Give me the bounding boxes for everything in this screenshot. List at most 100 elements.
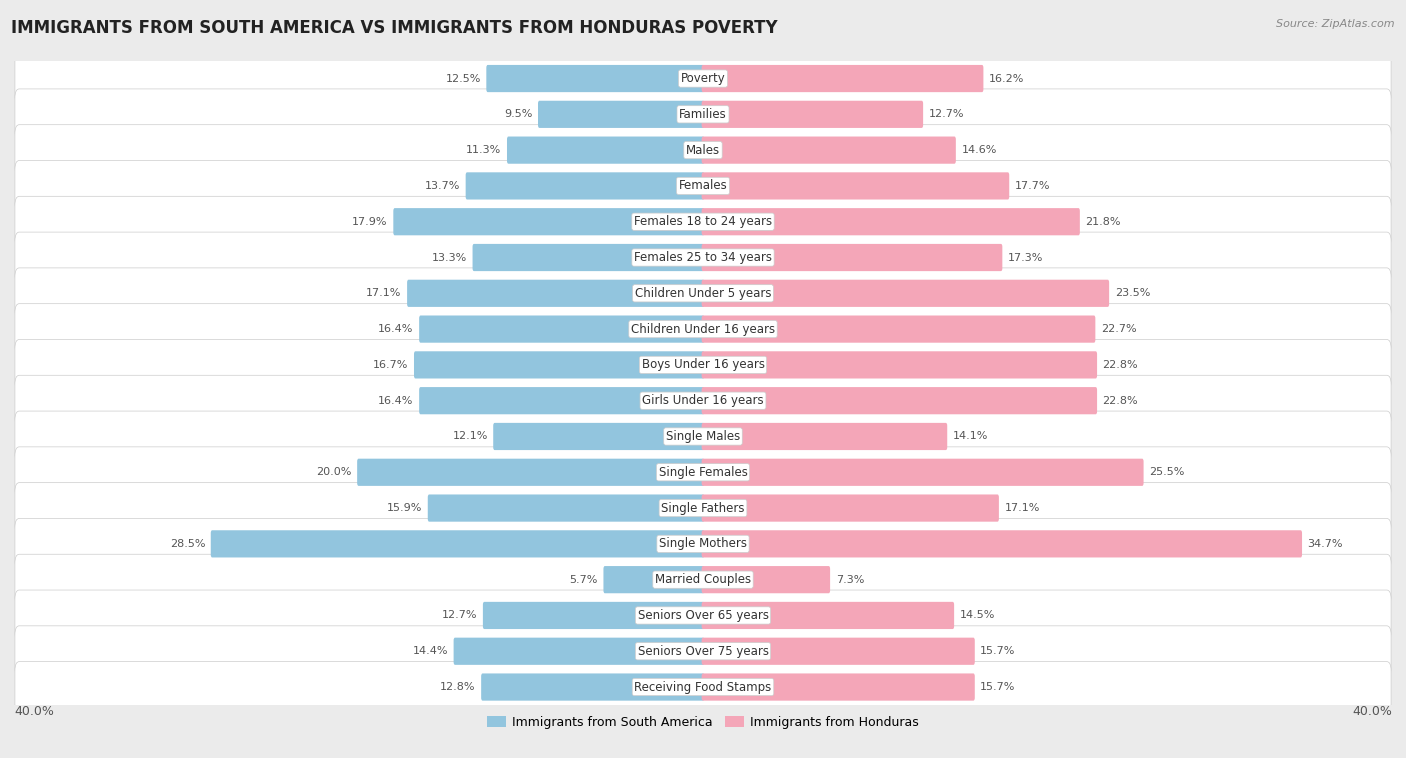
- Text: Poverty: Poverty: [681, 72, 725, 85]
- Text: Single Mothers: Single Mothers: [659, 537, 747, 550]
- FancyBboxPatch shape: [603, 566, 704, 594]
- FancyBboxPatch shape: [15, 662, 1391, 713]
- Text: Families: Families: [679, 108, 727, 121]
- FancyBboxPatch shape: [465, 172, 704, 199]
- FancyBboxPatch shape: [15, 232, 1391, 283]
- Text: 17.1%: 17.1%: [1004, 503, 1040, 513]
- Text: 12.5%: 12.5%: [446, 74, 481, 83]
- Text: Girls Under 16 years: Girls Under 16 years: [643, 394, 763, 407]
- FancyBboxPatch shape: [419, 387, 704, 415]
- FancyBboxPatch shape: [15, 161, 1391, 211]
- Text: 15.9%: 15.9%: [387, 503, 422, 513]
- Text: 12.8%: 12.8%: [440, 682, 475, 692]
- Text: 12.7%: 12.7%: [928, 109, 965, 119]
- FancyBboxPatch shape: [702, 280, 1109, 307]
- Text: 21.8%: 21.8%: [1085, 217, 1121, 227]
- Text: Children Under 16 years: Children Under 16 years: [631, 323, 775, 336]
- FancyBboxPatch shape: [702, 459, 1143, 486]
- FancyBboxPatch shape: [702, 566, 830, 594]
- Text: 17.7%: 17.7%: [1015, 181, 1050, 191]
- Text: 16.2%: 16.2%: [988, 74, 1025, 83]
- FancyBboxPatch shape: [419, 315, 704, 343]
- FancyBboxPatch shape: [15, 125, 1391, 176]
- FancyBboxPatch shape: [482, 602, 704, 629]
- Text: 9.5%: 9.5%: [505, 109, 533, 119]
- Text: 14.4%: 14.4%: [412, 647, 449, 656]
- Text: 14.5%: 14.5%: [960, 610, 995, 621]
- Text: IMMIGRANTS FROM SOUTH AMERICA VS IMMIGRANTS FROM HONDURAS POVERTY: IMMIGRANTS FROM SOUTH AMERICA VS IMMIGRA…: [11, 19, 778, 37]
- Text: Seniors Over 65 years: Seniors Over 65 years: [637, 609, 769, 622]
- Text: Females 18 to 24 years: Females 18 to 24 years: [634, 215, 772, 228]
- Text: 20.0%: 20.0%: [316, 467, 352, 478]
- FancyBboxPatch shape: [211, 531, 704, 557]
- FancyBboxPatch shape: [15, 411, 1391, 462]
- Text: Source: ZipAtlas.com: Source: ZipAtlas.com: [1277, 19, 1395, 29]
- FancyBboxPatch shape: [702, 136, 956, 164]
- FancyBboxPatch shape: [408, 280, 704, 307]
- FancyBboxPatch shape: [702, 315, 1095, 343]
- FancyBboxPatch shape: [702, 208, 1080, 235]
- Text: 13.7%: 13.7%: [425, 181, 460, 191]
- FancyBboxPatch shape: [702, 65, 983, 92]
- FancyBboxPatch shape: [15, 89, 1391, 139]
- Text: 12.7%: 12.7%: [441, 610, 478, 621]
- FancyBboxPatch shape: [494, 423, 704, 450]
- Text: 16.4%: 16.4%: [378, 324, 413, 334]
- FancyBboxPatch shape: [702, 637, 974, 665]
- Text: 40.0%: 40.0%: [14, 705, 53, 718]
- FancyBboxPatch shape: [15, 483, 1391, 534]
- FancyBboxPatch shape: [702, 387, 1097, 415]
- Text: 14.6%: 14.6%: [962, 145, 997, 155]
- Text: 16.7%: 16.7%: [373, 360, 409, 370]
- Text: 13.3%: 13.3%: [432, 252, 467, 262]
- FancyBboxPatch shape: [702, 244, 1002, 271]
- Text: 15.7%: 15.7%: [980, 682, 1015, 692]
- FancyBboxPatch shape: [702, 101, 924, 128]
- FancyBboxPatch shape: [15, 554, 1391, 605]
- Text: 28.5%: 28.5%: [170, 539, 205, 549]
- Text: 17.3%: 17.3%: [1008, 252, 1043, 262]
- Text: 40.0%: 40.0%: [1353, 705, 1392, 718]
- FancyBboxPatch shape: [427, 494, 704, 522]
- FancyBboxPatch shape: [702, 531, 1302, 557]
- Text: 23.5%: 23.5%: [1115, 288, 1150, 299]
- FancyBboxPatch shape: [702, 602, 955, 629]
- FancyBboxPatch shape: [357, 459, 704, 486]
- FancyBboxPatch shape: [454, 637, 704, 665]
- Text: Males: Males: [686, 143, 720, 157]
- Text: Single Fathers: Single Fathers: [661, 502, 745, 515]
- FancyBboxPatch shape: [15, 304, 1391, 355]
- FancyBboxPatch shape: [15, 626, 1391, 677]
- Text: Receiving Food Stamps: Receiving Food Stamps: [634, 681, 772, 694]
- Text: 15.7%: 15.7%: [980, 647, 1015, 656]
- FancyBboxPatch shape: [15, 375, 1391, 426]
- Text: Single Males: Single Males: [666, 430, 740, 443]
- Text: 22.8%: 22.8%: [1102, 360, 1139, 370]
- Text: 17.9%: 17.9%: [353, 217, 388, 227]
- FancyBboxPatch shape: [702, 673, 974, 700]
- FancyBboxPatch shape: [15, 196, 1391, 247]
- FancyBboxPatch shape: [15, 590, 1391, 641]
- Text: Seniors Over 75 years: Seniors Over 75 years: [637, 645, 769, 658]
- FancyBboxPatch shape: [15, 340, 1391, 390]
- Text: 34.7%: 34.7%: [1308, 539, 1343, 549]
- Text: 17.1%: 17.1%: [366, 288, 402, 299]
- FancyBboxPatch shape: [702, 423, 948, 450]
- Text: Children Under 5 years: Children Under 5 years: [634, 287, 772, 300]
- FancyBboxPatch shape: [15, 447, 1391, 498]
- Text: 11.3%: 11.3%: [467, 145, 502, 155]
- FancyBboxPatch shape: [702, 494, 998, 522]
- FancyBboxPatch shape: [413, 351, 704, 378]
- FancyBboxPatch shape: [486, 65, 704, 92]
- FancyBboxPatch shape: [702, 351, 1097, 378]
- FancyBboxPatch shape: [15, 268, 1391, 318]
- Text: 22.7%: 22.7%: [1101, 324, 1136, 334]
- Text: 22.8%: 22.8%: [1102, 396, 1139, 406]
- Text: 14.1%: 14.1%: [953, 431, 988, 441]
- FancyBboxPatch shape: [472, 244, 704, 271]
- FancyBboxPatch shape: [15, 53, 1391, 104]
- FancyBboxPatch shape: [15, 518, 1391, 569]
- Text: 5.7%: 5.7%: [569, 575, 598, 584]
- Text: 7.3%: 7.3%: [835, 575, 865, 584]
- Legend: Immigrants from South America, Immigrants from Honduras: Immigrants from South America, Immigrant…: [482, 711, 924, 735]
